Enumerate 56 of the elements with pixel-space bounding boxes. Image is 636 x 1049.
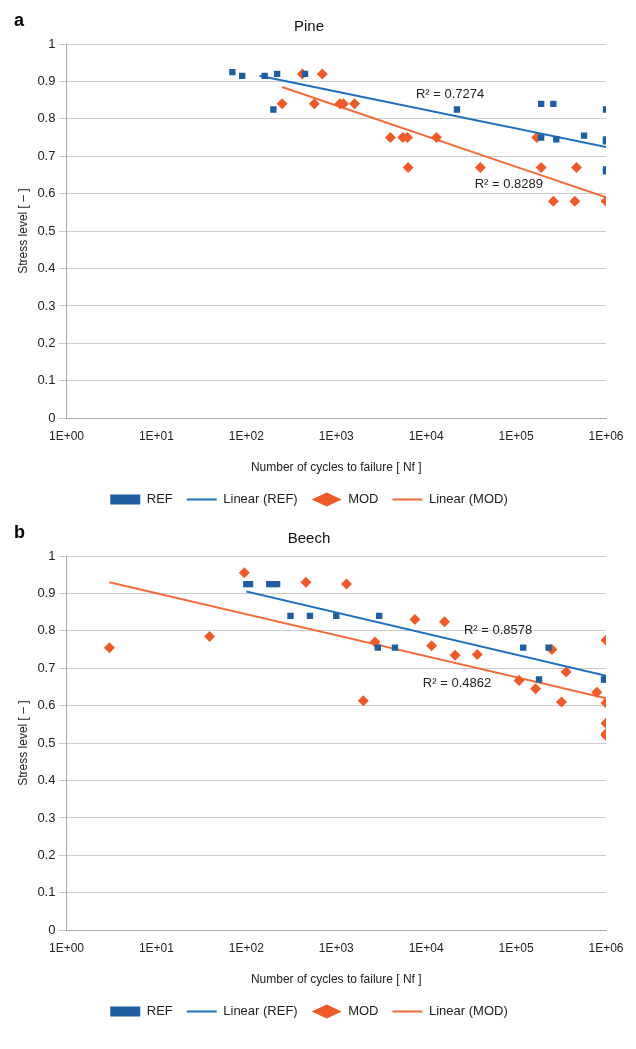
annotation: R² = 0.7274 bbox=[415, 86, 485, 102]
y-tick-label: 0.9 bbox=[37, 585, 56, 600]
legend-label: REF bbox=[146, 491, 173, 507]
y-tick-label: 0.2 bbox=[37, 846, 56, 862]
y-tick-label: 0.8 bbox=[37, 110, 56, 126]
legend-label: MOD bbox=[348, 491, 379, 507]
x-axis-title: Number of cycles to failure [ Nf ] bbox=[250, 460, 422, 475]
annotation: R² = 0.4862 bbox=[422, 674, 492, 690]
y-tick-label: 0.8 bbox=[37, 622, 56, 638]
y-tick-label: 0.1 bbox=[37, 372, 56, 388]
y-tick-label: 0.3 bbox=[37, 297, 56, 313]
y-tick-label: 0.1 bbox=[37, 884, 56, 900]
y-tick-label: 0.7 bbox=[37, 659, 56, 675]
y-tick-label: 0.5 bbox=[37, 734, 56, 750]
y-tick-label: 0.4 bbox=[37, 260, 56, 276]
x-tick-label: 1E+01 bbox=[138, 940, 175, 955]
x-tick-label: 1E+01 bbox=[138, 428, 175, 443]
y-tick-label: 0 bbox=[48, 409, 56, 425]
y-tick-label: 0.3 bbox=[37, 809, 56, 825]
y-axis-title: Stress level [ – ] bbox=[15, 700, 30, 786]
y-tick-label: 1 bbox=[48, 35, 56, 51]
legend-label: Linear (MOD) bbox=[429, 1003, 508, 1019]
y-tick-label: 0.9 bbox=[37, 73, 56, 88]
x-axis-title: Number of cycles to failure [ Nf ] bbox=[250, 972, 422, 987]
x-tick-label: 1E+04 bbox=[408, 428, 444, 443]
text: b bbox=[14, 521, 25, 542]
y-tick-label: 0.7 bbox=[37, 147, 56, 163]
y-tick-label: 0 bbox=[48, 921, 56, 937]
chart-title: Pine bbox=[293, 17, 325, 35]
x-tick-label: 1E+05 bbox=[498, 940, 534, 955]
text: a bbox=[14, 9, 25, 30]
legend-label: REF bbox=[146, 1003, 173, 1019]
annotation: R² = 0.8578 bbox=[463, 622, 533, 638]
legend-label: Linear (REF) bbox=[223, 1003, 298, 1019]
x-tick-label: 1E+06 bbox=[588, 940, 624, 955]
x-tick-label: 1E+03 bbox=[318, 428, 355, 443]
chart-title: Beech bbox=[287, 529, 331, 547]
x-tick-label: 1E+03 bbox=[318, 940, 355, 955]
x-tick-label: 1E+02 bbox=[228, 428, 265, 443]
y-tick-label: 0.6 bbox=[37, 185, 56, 201]
y-tick-label: 0.6 bbox=[37, 697, 56, 713]
legend-label: Linear (MOD) bbox=[429, 491, 508, 507]
x-tick-label: 1E+05 bbox=[498, 428, 534, 443]
legend-label: Linear (REF) bbox=[223, 491, 298, 507]
x-tick-label: 1E+02 bbox=[228, 940, 265, 955]
x-tick-label: 1E+06 bbox=[588, 428, 624, 443]
annotation: R² = 0.8289 bbox=[474, 175, 543, 191]
y-tick-label: 0.5 bbox=[37, 222, 56, 238]
y-tick-label: 1 bbox=[48, 547, 56, 563]
y-tick-label: 0.4 bbox=[37, 772, 56, 788]
x-tick-label: 1E+04 bbox=[408, 940, 444, 955]
legend-label: MOD bbox=[348, 1003, 379, 1019]
x-tick-label: 1E+00 bbox=[48, 940, 85, 955]
x-tick-label: 1E+00 bbox=[48, 428, 85, 443]
y-tick-label: 0.2 bbox=[37, 334, 56, 350]
y-axis-title: Stress level [ – ] bbox=[15, 188, 30, 274]
